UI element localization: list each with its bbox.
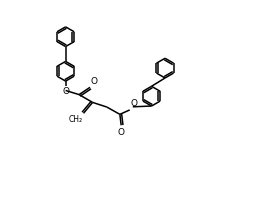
Text: O: O (62, 87, 69, 96)
Text: O: O (131, 99, 138, 108)
Text: O: O (118, 128, 125, 137)
Text: CH₂: CH₂ (68, 115, 82, 124)
Text: O: O (91, 77, 98, 86)
